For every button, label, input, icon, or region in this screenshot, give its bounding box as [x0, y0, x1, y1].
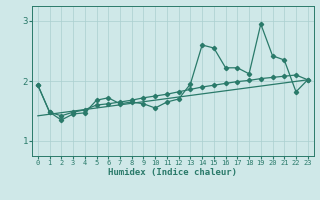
X-axis label: Humidex (Indice chaleur): Humidex (Indice chaleur) — [108, 168, 237, 177]
